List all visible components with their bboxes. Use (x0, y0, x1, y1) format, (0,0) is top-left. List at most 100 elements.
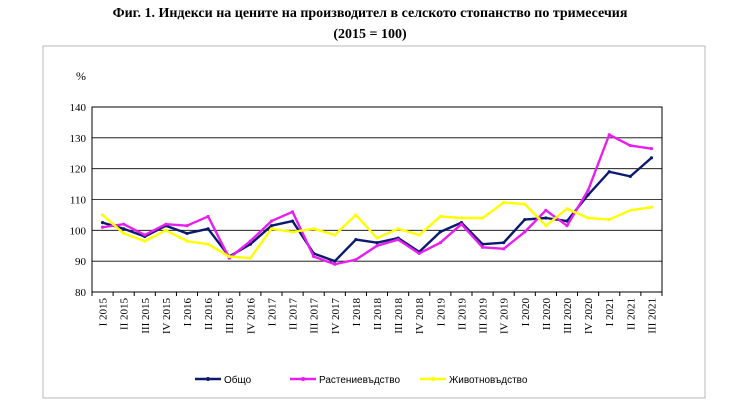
data-point (269, 219, 274, 223)
data-point (607, 170, 611, 174)
data-point (375, 236, 379, 240)
legend-marker (431, 377, 435, 381)
data-point (607, 133, 611, 137)
data-point (502, 241, 506, 245)
data-point (185, 231, 189, 236)
data-point (375, 244, 379, 248)
y-axis-label: % (76, 69, 86, 83)
data-point (354, 237, 358, 242)
data-point (459, 222, 464, 226)
data-point (185, 224, 189, 228)
x-tick-label: I 2016 (182, 298, 194, 327)
data-point (290, 219, 295, 223)
data-point (480, 216, 485, 220)
data-point (544, 208, 548, 212)
data-point (206, 227, 210, 231)
data-point (607, 217, 611, 222)
data-point (417, 233, 421, 237)
x-tick-label: IV 2018 (414, 298, 426, 335)
data-point (544, 216, 548, 220)
data-point (100, 221, 105, 225)
chart-frame (42, 45, 706, 399)
x-tick-label: III 2021 (646, 298, 658, 334)
x-tick-label: I 2015 (98, 298, 110, 327)
x-tick-label: III 2019 (478, 298, 490, 334)
legend-label: Животновъдство (449, 375, 528, 386)
data-point (502, 200, 506, 205)
data-point (523, 230, 527, 234)
y-tick-label: 120 (70, 164, 87, 176)
data-point (290, 230, 295, 234)
data-point (628, 143, 632, 148)
x-tick-label: IV 2019 (499, 298, 511, 335)
data-point (312, 227, 316, 231)
data-point (459, 216, 464, 220)
data-point (354, 213, 358, 217)
x-tick-label: IV 2016 (245, 298, 257, 335)
data-point (143, 233, 147, 237)
data-point (396, 227, 400, 231)
y-tick-label: 80 (75, 287, 87, 299)
data-point (480, 245, 485, 249)
data-point (333, 233, 337, 237)
data-point (248, 239, 252, 243)
legend-label: Общо (224, 374, 252, 386)
x-tick-label: I 2019 (435, 298, 447, 327)
data-point (586, 188, 590, 192)
legend-marker (206, 377, 210, 381)
legend-label: Растениевъдство (319, 375, 400, 386)
data-point (649, 205, 654, 209)
chart-title: Фиг. 1. Индекси на цените на производите… (112, 6, 628, 21)
x-tick-label: II 2016 (203, 298, 215, 331)
data-point (375, 241, 379, 245)
data-point (122, 222, 126, 226)
data-point (438, 230, 442, 234)
x-tick-label: II 2019 (456, 298, 468, 331)
x-tick-label: I 2017 (266, 298, 278, 327)
data-point (649, 147, 654, 151)
x-tick-label: III 2016 (224, 298, 236, 334)
data-point (628, 208, 632, 212)
data-point (269, 227, 274, 231)
data-point (502, 247, 506, 251)
data-point (586, 193, 590, 197)
y-tick-label: 90 (75, 256, 87, 268)
y-tick-label: 110 (70, 195, 87, 207)
data-point (248, 256, 252, 260)
data-point (523, 217, 527, 222)
data-point (206, 214, 210, 219)
y-tick-label: 140 (70, 102, 87, 114)
data-point (523, 202, 527, 206)
data-point (164, 222, 168, 226)
data-point (649, 156, 654, 160)
data-point (100, 225, 105, 229)
data-point (565, 219, 569, 223)
x-tick-label: IV 2017 (330, 298, 342, 335)
data-point (164, 228, 168, 232)
data-point (122, 227, 126, 231)
data-point (185, 239, 189, 243)
data-point (312, 254, 316, 259)
x-tick-label: II 2020 (541, 298, 553, 331)
data-point (333, 262, 337, 266)
data-point (206, 242, 210, 246)
data-point (269, 224, 274, 228)
x-tick-label: IV 2020 (583, 298, 595, 335)
x-tick-label: II 2017 (288, 298, 300, 331)
x-tick-label: II 2018 (372, 298, 384, 331)
x-tick-label: III 2015 (140, 298, 152, 334)
data-point (565, 224, 569, 228)
y-tick-label: 130 (70, 133, 87, 145)
data-point (544, 224, 548, 228)
data-point (565, 207, 569, 211)
data-point (333, 259, 337, 263)
x-tick-label: II 2021 (625, 298, 637, 330)
x-tick-label: I 2021 (604, 298, 616, 326)
y-tick-label: 100 (70, 225, 87, 237)
data-point (248, 242, 252, 246)
data-point (438, 241, 442, 245)
data-point (417, 251, 421, 256)
x-tick-label: III 2018 (393, 298, 405, 334)
chart-subtitle: (2015 = 100) (333, 27, 407, 42)
